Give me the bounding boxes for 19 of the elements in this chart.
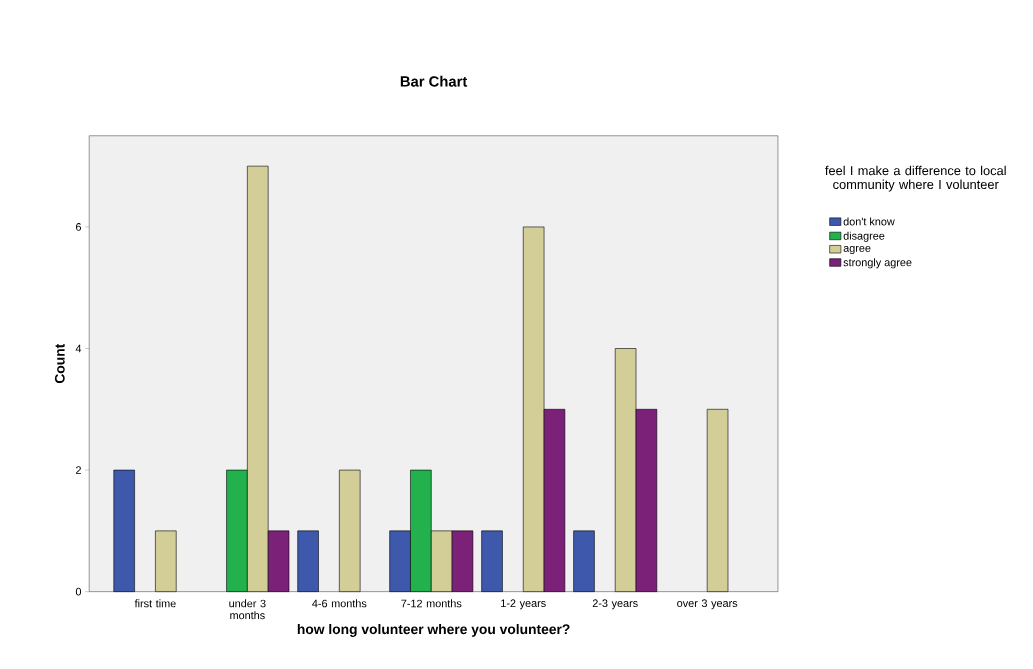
legend-label: strongly agree (843, 258, 912, 269)
x-tick-label: over 3 years (677, 599, 738, 610)
chart-title: Bar Chart (400, 75, 468, 87)
x-tick-label: 7-12 months (401, 599, 462, 608)
y-axis-title: Count (54, 343, 65, 384)
legend-label: disagree (843, 231, 885, 242)
x-axis-title: how long volunteer where you volunteer? (297, 623, 570, 637)
y-tick-label: 0 (75, 587, 82, 596)
y-tick-label: 2 (76, 466, 81, 474)
x-tick-label: first time (134, 599, 176, 608)
x-tick-label: 4-6 months (312, 599, 367, 608)
x-tick-label: 2-3 years (592, 599, 638, 610)
x-tick-label: under 3 months (229, 599, 266, 620)
legend-label: agree (843, 246, 871, 255)
legend-title: feel I make a difference to local community where I volunteer (825, 165, 1006, 192)
y-tick-label: 4 (75, 344, 82, 353)
legend-label: don't know (843, 217, 895, 226)
x-tick-label: 1-2 years (501, 599, 546, 610)
y-tick-label: 6 (76, 223, 82, 231)
